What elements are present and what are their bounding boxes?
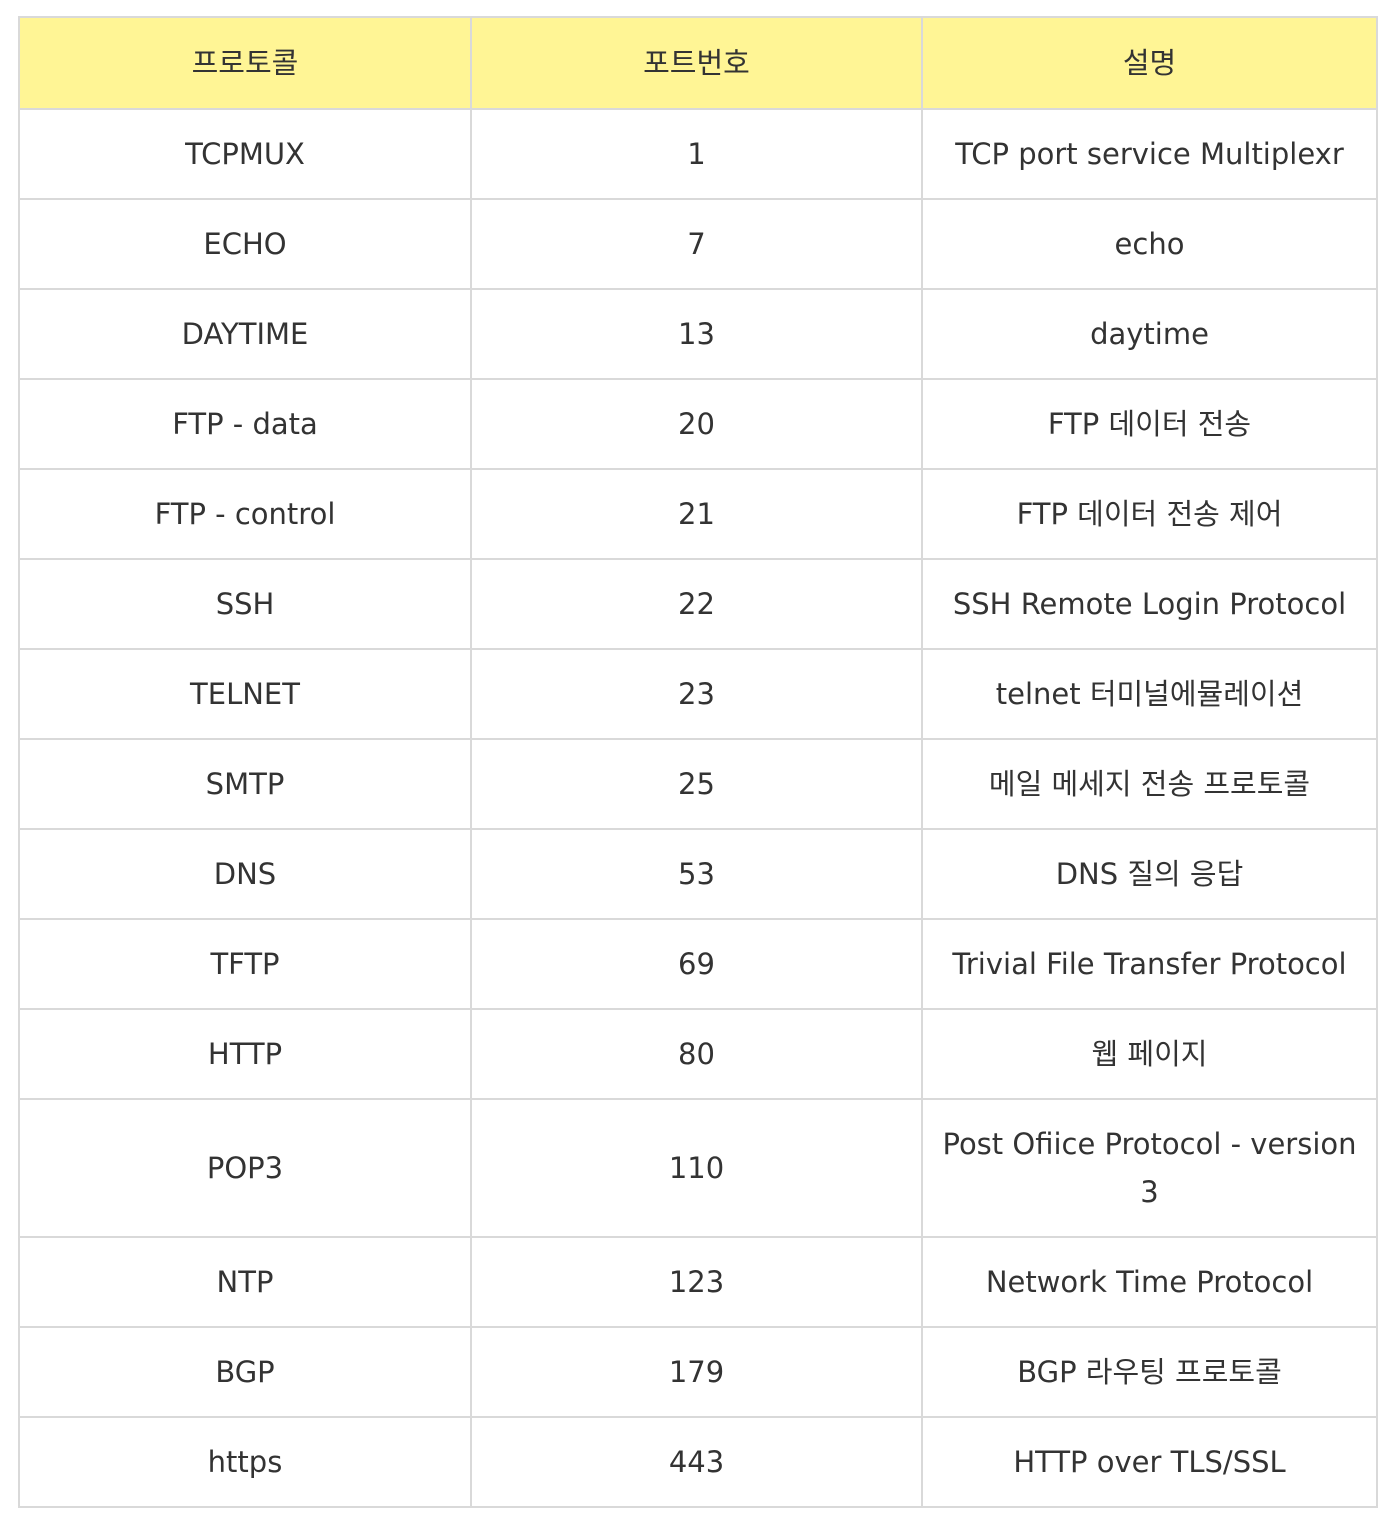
port-table: 프로토콜 포트번호 설명 TCPMUX 1 TCP port service M… — [18, 16, 1378, 1508]
description-cell: Network Time Protocol — [921, 1236, 1378, 1328]
description-cell: HTTP over TLS/SSL — [921, 1416, 1378, 1508]
port-table-container: 프로토콜 포트번호 설명 TCPMUX 1 TCP port service M… — [18, 16, 1378, 1508]
header-port-number: 포트번호 — [470, 16, 923, 110]
port-cell: 1 — [470, 108, 923, 200]
table-row: ECHO 7 echo — [18, 198, 1378, 290]
protocol-cell: https — [18, 1416, 472, 1508]
table-row: https 443 HTTP over TLS/SSL — [18, 1416, 1378, 1508]
table-row: DAYTIME 13 daytime — [18, 288, 1378, 380]
protocol-cell: FTP - control — [18, 468, 472, 560]
table-row: SSH 22 SSH Remote Login Protocol — [18, 558, 1378, 650]
table-row: DNS 53 DNS 질의 응답 — [18, 828, 1378, 920]
table-row: BGP 179 BGP 라우팅 프로토콜 — [18, 1326, 1378, 1418]
header-protocol: 프로토콜 — [18, 16, 472, 110]
table-row: TCPMUX 1 TCP port service Multiplexr — [18, 108, 1378, 200]
port-cell: 53 — [470, 828, 923, 920]
description-cell: 메일 메세지 전송 프로토콜 — [921, 738, 1378, 830]
protocol-cell: FTP - data — [18, 378, 472, 470]
port-cell: 80 — [470, 1008, 923, 1100]
port-cell: 123 — [470, 1236, 923, 1328]
protocol-cell: SMTP — [18, 738, 472, 830]
protocol-cell: POP3 — [18, 1098, 472, 1238]
table-row: POP3 110 Post Ofiice Protocol - version … — [18, 1098, 1378, 1238]
table-row: FTP - data 20 FTP 데이터 전송 — [18, 378, 1378, 470]
protocol-cell: ECHO — [18, 198, 472, 290]
protocol-cell: DAYTIME — [18, 288, 472, 380]
port-cell: 23 — [470, 648, 923, 740]
description-cell: echo — [921, 198, 1378, 290]
table-row: NTP 123 Network Time Protocol — [18, 1236, 1378, 1328]
port-cell: 22 — [470, 558, 923, 650]
table-row: HTTP 80 웹 페이지 — [18, 1008, 1378, 1100]
description-cell: DNS 질의 응답 — [921, 828, 1378, 920]
port-cell: 69 — [470, 918, 923, 1010]
description-cell: FTP 데이터 전송 제어 — [921, 468, 1378, 560]
description-cell: Post Ofiice Protocol - version 3 — [921, 1098, 1378, 1238]
description-cell: SSH Remote Login Protocol — [921, 558, 1378, 650]
port-cell: 443 — [470, 1416, 923, 1508]
description-cell: FTP 데이터 전송 — [921, 378, 1378, 470]
protocol-cell: SSH — [18, 558, 472, 650]
table-header-row: 프로토콜 포트번호 설명 — [18, 16, 1378, 110]
description-cell: BGP 라우팅 프로토콜 — [921, 1326, 1378, 1418]
port-cell: 13 — [470, 288, 923, 380]
protocol-cell: TCPMUX — [18, 108, 472, 200]
port-cell: 25 — [470, 738, 923, 830]
port-cell: 179 — [470, 1326, 923, 1418]
port-cell: 21 — [470, 468, 923, 560]
port-cell: 110 — [470, 1098, 923, 1238]
port-cell: 20 — [470, 378, 923, 470]
port-cell: 7 — [470, 198, 923, 290]
description-cell: TCP port service Multiplexr — [921, 108, 1378, 200]
table-row: TFTP 69 Trivial File Transfer Protocol — [18, 918, 1378, 1010]
description-cell: daytime — [921, 288, 1378, 380]
protocol-cell: NTP — [18, 1236, 472, 1328]
protocol-cell: TELNET — [18, 648, 472, 740]
description-cell: Trivial File Transfer Protocol — [921, 918, 1378, 1010]
protocol-cell: BGP — [18, 1326, 472, 1418]
table-row: SMTP 25 메일 메세지 전송 프로토콜 — [18, 738, 1378, 830]
header-description: 설명 — [921, 16, 1378, 110]
description-cell: 웹 페이지 — [921, 1008, 1378, 1100]
table-row: FTP - control 21 FTP 데이터 전송 제어 — [18, 468, 1378, 560]
protocol-cell: TFTP — [18, 918, 472, 1010]
table-row: TELNET 23 telnet 터미널에뮬레이션 — [18, 648, 1378, 740]
protocol-cell: HTTP — [18, 1008, 472, 1100]
protocol-cell: DNS — [18, 828, 472, 920]
description-cell: telnet 터미널에뮬레이션 — [921, 648, 1378, 740]
